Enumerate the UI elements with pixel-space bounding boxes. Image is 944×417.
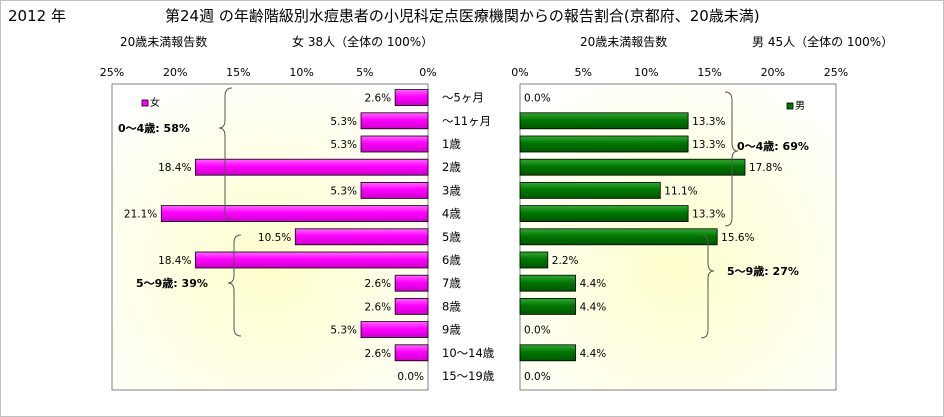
category-label: 8歳: [442, 299, 461, 313]
male-brace-0-4-label: 0～4歳: 69%: [737, 139, 809, 153]
male-bar: [519, 205, 689, 223]
bars: 2.6% 0.0% 5.3% 13.3% 5.3% 13.3% 18.4% 17.8% 5.3%…: [124, 89, 782, 383]
male-x-tick: 15%: [697, 66, 721, 79]
female-bar: [394, 297, 429, 315]
female-value-label: 2.6%: [364, 278, 391, 290]
female-x-tick: 0%: [419, 66, 436, 79]
female-legend-swatch: [141, 99, 149, 107]
category-label: 7歳: [442, 276, 461, 290]
male-value-label: 11.1%: [664, 185, 697, 197]
female-value-label: 5.3%: [330, 139, 357, 151]
male-legend-swatch: [786, 102, 794, 110]
female-value-label: 0.0%: [397, 371, 424, 383]
female-value-label: 2.6%: [364, 301, 391, 313]
female-x-tick: 25%: [100, 66, 124, 79]
male-bar: [519, 158, 746, 176]
female-value-label: 2.6%: [364, 93, 391, 105]
category-label: 10～14歳: [442, 346, 495, 360]
female-brace-0-4: [218, 87, 233, 221]
female-value-label: 5.3%: [330, 116, 357, 128]
male-value-label: 2.2%: [552, 255, 579, 267]
female-bar: [195, 251, 429, 269]
male-bar: [519, 181, 661, 199]
male-bar: [519, 344, 577, 362]
female-bar: [394, 274, 429, 292]
male-value-label: 13.3%: [692, 116, 725, 128]
female-brace-5-9-label: 5～9歳: 39%: [136, 276, 208, 290]
male-bar: [519, 135, 689, 153]
male-value-label: 4.4%: [580, 348, 607, 360]
male-value-label: 4.4%: [580, 278, 607, 290]
male-bar: [519, 112, 689, 130]
female-bar: [160, 205, 429, 223]
male-legend-label: 男: [795, 100, 805, 112]
category-label: 1歳: [442, 137, 461, 151]
male-value-label: 0.0%: [524, 325, 551, 337]
male-brace-0-4: [724, 91, 739, 227]
male-x-tick: 5%: [574, 66, 591, 79]
category-label: 3歳: [442, 183, 461, 197]
category-label: 15～19歳: [442, 369, 495, 383]
male-brace-5-9-label: 5～9歳: 27%: [727, 264, 799, 278]
female-x-tick: 20%: [163, 66, 187, 79]
category-label: 6歳: [442, 253, 461, 267]
female-bar: [360, 321, 429, 339]
male-bar: [519, 274, 577, 292]
female-x-tick: 5%: [356, 66, 373, 79]
female-bar: [360, 181, 429, 199]
female-x-tick: 10%: [289, 66, 313, 79]
male-value-label: 15.6%: [721, 232, 754, 244]
female-brace-5-9: [227, 234, 242, 337]
chart-title: 第24週 の年齢階級別水痘患者の小児科定点医療機関からの報告割合(京都府、20歳…: [165, 7, 760, 25]
female-bar: [394, 89, 429, 106]
male-brace-5-9: [700, 234, 715, 339]
male-subtitle-left: 20歳未満報告数: [580, 34, 667, 49]
male-bar: [519, 297, 577, 315]
male-subtitle-right: 男 45人（全体の 100%）: [752, 34, 893, 49]
female-bar: [360, 112, 429, 130]
female-x-tick: 15%: [226, 66, 250, 79]
female-value-label: 2.6%: [364, 348, 391, 360]
axis-ticks: 25% 20% 15% 10% 5% 0% 0% 5% 10% 15% 20% 25%: [100, 66, 848, 79]
female-brace-0-4-label: 0～4歳: 58%: [118, 121, 190, 135]
female-bar: [394, 344, 429, 362]
male-value-label: 13.3%: [692, 139, 725, 151]
category-label: 9歳: [442, 323, 461, 337]
category-label: ～5ヶ月: [442, 91, 484, 105]
category-label: ～11ヶ月: [442, 114, 491, 128]
year-label: 2012 年: [8, 7, 66, 25]
female-bar: [294, 228, 429, 246]
male-bar: [519, 228, 718, 246]
male-bar: [519, 251, 549, 269]
female-subtitle-left: 20歳未満報告数: [120, 34, 207, 49]
male-x-tick: 25%: [824, 66, 848, 79]
female-subtitle-right: 女 38人（全体の 100%）: [292, 34, 433, 49]
male-x-tick: 0%: [511, 66, 528, 79]
female-legend-label: 女: [150, 96, 160, 109]
female-value-label: 5.3%: [330, 185, 357, 197]
male-value-label: 4.4%: [580, 301, 607, 313]
female-bar: [195, 158, 429, 176]
category-label: 5歳: [442, 230, 461, 244]
category-labels: ～5ヶ月 ～11ヶ月 1歳 2歳 3歳 4歳 5歳 6歳 7歳 8歳 9歳 10～14歳 15～19歳: [442, 91, 495, 383]
male-value-label: 17.8%: [749, 162, 782, 174]
male-value-label: 0.0%: [524, 93, 551, 105]
category-label: 2歳: [442, 160, 461, 174]
female-bar: [360, 135, 429, 153]
male-value-label: 0.0%: [524, 371, 551, 383]
female-value-label: 21.1%: [124, 209, 157, 221]
female-value-label: 5.3%: [330, 325, 357, 337]
female-value-label: 10.5%: [258, 232, 291, 244]
male-value-label: 13.3%: [692, 209, 725, 221]
male-x-tick: 10%: [634, 66, 658, 79]
male-x-tick: 20%: [761, 66, 785, 79]
female-value-label: 18.4%: [158, 162, 191, 174]
category-label: 4歳: [442, 207, 461, 221]
female-value-label: 18.4%: [158, 255, 191, 267]
